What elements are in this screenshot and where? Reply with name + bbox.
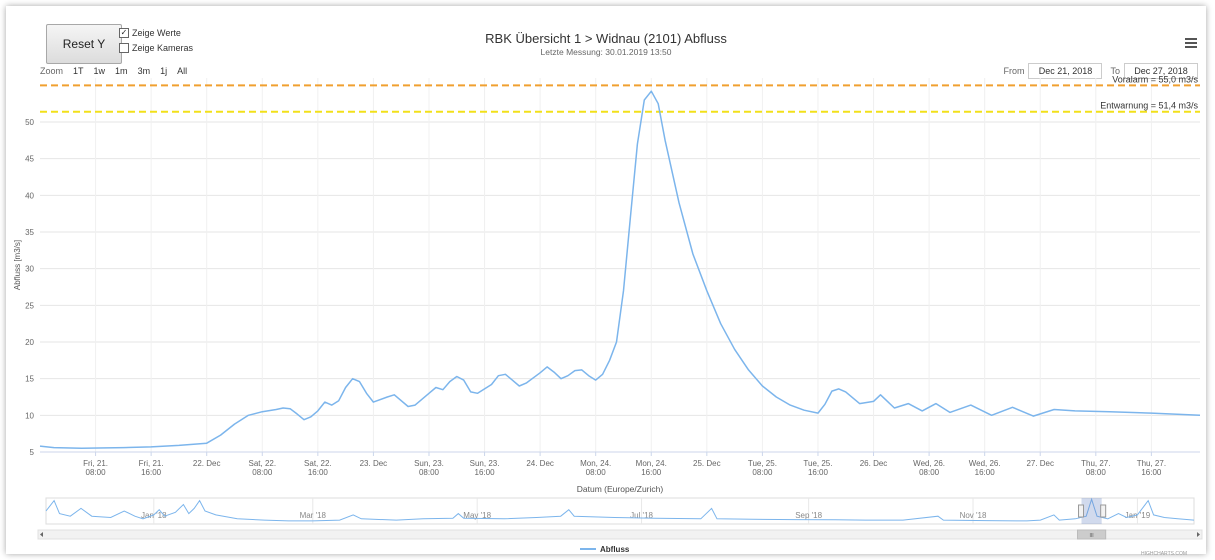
x-tick-label: 08:00 [919, 468, 940, 477]
x-axis-title: Datum (Europe/Zurich) [577, 484, 664, 494]
navigator-background [45, 497, 1195, 525]
x-tick-label: 08:00 [1086, 468, 1107, 477]
series-line-abfluss[interactable] [39, 90, 1201, 450]
navigator-selection[interactable] [1081, 498, 1102, 524]
x-tick-label: 25. Dec [693, 459, 721, 468]
x-tick-label: 16:00 [641, 468, 662, 477]
x-tick-label: 16:00 [1141, 468, 1162, 477]
x-tick-label: Tue, 25. [748, 459, 777, 468]
x-tick-label: Wed, 26. [913, 459, 945, 468]
zoom-button-all[interactable]: All [177, 66, 188, 76]
chart-title: RBK Übersicht 1 > Widnau (2101) Abfluss [485, 31, 727, 46]
x-tick-label: 16:00 [808, 468, 829, 477]
credits-link[interactable]: HIGHCHARTS.COM [1141, 551, 1188, 557]
navigator-label: Sep '18 [795, 511, 822, 520]
y-tick-label: 40 [25, 191, 34, 200]
show-values-checkbox[interactable]: ✓ Zeige Werte [119, 28, 181, 38]
x-tick-label: 16:00 [975, 468, 996, 477]
chart-container: Reset Y ✓ Zeige Werte Zeige Kameras RBK … [6, 6, 1206, 557]
x-tick-label: Thu, 27. [1137, 459, 1166, 468]
zoom-button-1j[interactable]: 1j [160, 66, 168, 76]
y-tick-label: 20 [25, 338, 34, 347]
x-tick-label: Sat, 22. [248, 459, 276, 468]
navigator-label: Jan '18 [141, 511, 167, 520]
x-tick-label: 22. Dec [193, 459, 221, 468]
y-tick-label: 45 [25, 155, 34, 164]
x-tick-label: Thu, 27. [1081, 459, 1110, 468]
navigator-right-handle[interactable] [1100, 504, 1107, 518]
from-date-input[interactable]: Dec 21, 2018 [1028, 63, 1103, 79]
x-tick-label: 08:00 [252, 468, 273, 477]
hamburger-menu-icon[interactable] [1185, 38, 1197, 48]
to-date-input[interactable]: Dec 27, 2018 [1124, 63, 1198, 79]
x-tick-label: 23. Dec [360, 459, 388, 468]
scroll-left-arrow-icon[interactable] [40, 532, 43, 537]
navigator-left-handle[interactable] [1078, 504, 1085, 518]
x-tick-label: Fri, 21. [139, 459, 164, 468]
zoom-controls: Zoom 1T 1w 1m 3m 1j All [40, 65, 191, 77]
legend-item-abfluss[interactable]: Abfluss [600, 545, 630, 554]
x-tick-label: 16:00 [475, 468, 496, 477]
navigator-label: Nov '18 [960, 511, 987, 520]
navigator-label: May '18 [463, 511, 491, 520]
navigator-series-line [45, 497, 1195, 522]
y-tick-label: 50 [25, 118, 34, 127]
entwarnung-label: Entwarnung = 51,4 m3/s [1100, 101, 1198, 111]
navigator-scrollbar-thumb[interactable] [1077, 529, 1107, 540]
x-tick-label: Wed, 26. [969, 459, 1001, 468]
x-tick-label: Mon, 24. [636, 459, 667, 468]
y-tick-label: 15 [25, 375, 34, 384]
x-tick-label: 16:00 [308, 468, 329, 477]
from-label: From [1003, 66, 1025, 76]
x-tick-label: Fri, 21. [83, 459, 108, 468]
navigator-scrollbar-track[interactable] [37, 529, 1203, 540]
x-tick-label: Sun, 23. [414, 459, 444, 468]
zoom-button-1m[interactable]: 1m [115, 66, 128, 76]
zoom-label: Zoom [40, 66, 64, 76]
chart-subtitle: Letzte Messung: 30.01.2019 13:50 [540, 47, 672, 57]
show-values-label: Zeige Werte [132, 28, 181, 38]
checkbox-checked-icon: ✓ [119, 28, 129, 38]
y-axis-title: Abfluss [m3/s] [13, 240, 22, 290]
x-tick-label: 08:00 [586, 468, 607, 477]
x-tick-label: 08:00 [419, 468, 440, 477]
checkbox-unchecked-icon [119, 43, 129, 53]
zoom-button-1t[interactable]: 1T [73, 66, 84, 76]
date-range-selector: From Dec 21, 2018 To Dec 27, 2018 [1003, 63, 1198, 79]
voralarm-label: Voralarm = 55,0 m3/s [1112, 74, 1198, 84]
reset-y-button[interactable]: Reset Y [46, 24, 122, 64]
x-tick-label: Sun, 23. [470, 459, 500, 468]
scroll-right-arrow-icon[interactable] [1197, 532, 1200, 537]
show-cameras-label: Zeige Kameras [132, 43, 194, 53]
y-tick-label: 10 [25, 411, 34, 420]
x-tick-label: 08:00 [752, 468, 773, 477]
x-tick-label: Tue, 25. [803, 459, 832, 468]
x-tick-label: 16:00 [141, 468, 162, 477]
x-tick-label: 24. Dec [526, 459, 554, 468]
y-tick-label: 30 [25, 265, 34, 274]
navigator-label: Mar '18 [300, 511, 327, 520]
scrollbar-grip-icon: III [1090, 533, 1094, 539]
y-tick-label: 25 [25, 301, 34, 310]
x-tick-label: Sat, 22. [304, 459, 332, 468]
y-tick-label: 5 [30, 448, 35, 457]
y-tick-label: 35 [25, 228, 34, 237]
to-label: To [1110, 66, 1120, 76]
zoom-button-3m[interactable]: 3m [137, 66, 151, 76]
show-cameras-checkbox[interactable]: Zeige Kameras [119, 43, 193, 53]
x-tick-label: 27. Dec [1026, 459, 1054, 468]
x-tick-label: 26. Dec [860, 459, 888, 468]
zoom-button-1w[interactable]: 1w [93, 66, 106, 76]
navigator-label: Jul '18 [630, 511, 653, 520]
x-tick-label: 08:00 [86, 468, 107, 477]
navigator-label: Jan '19 [1125, 511, 1151, 520]
x-tick-label: Mon, 24. [580, 459, 611, 468]
